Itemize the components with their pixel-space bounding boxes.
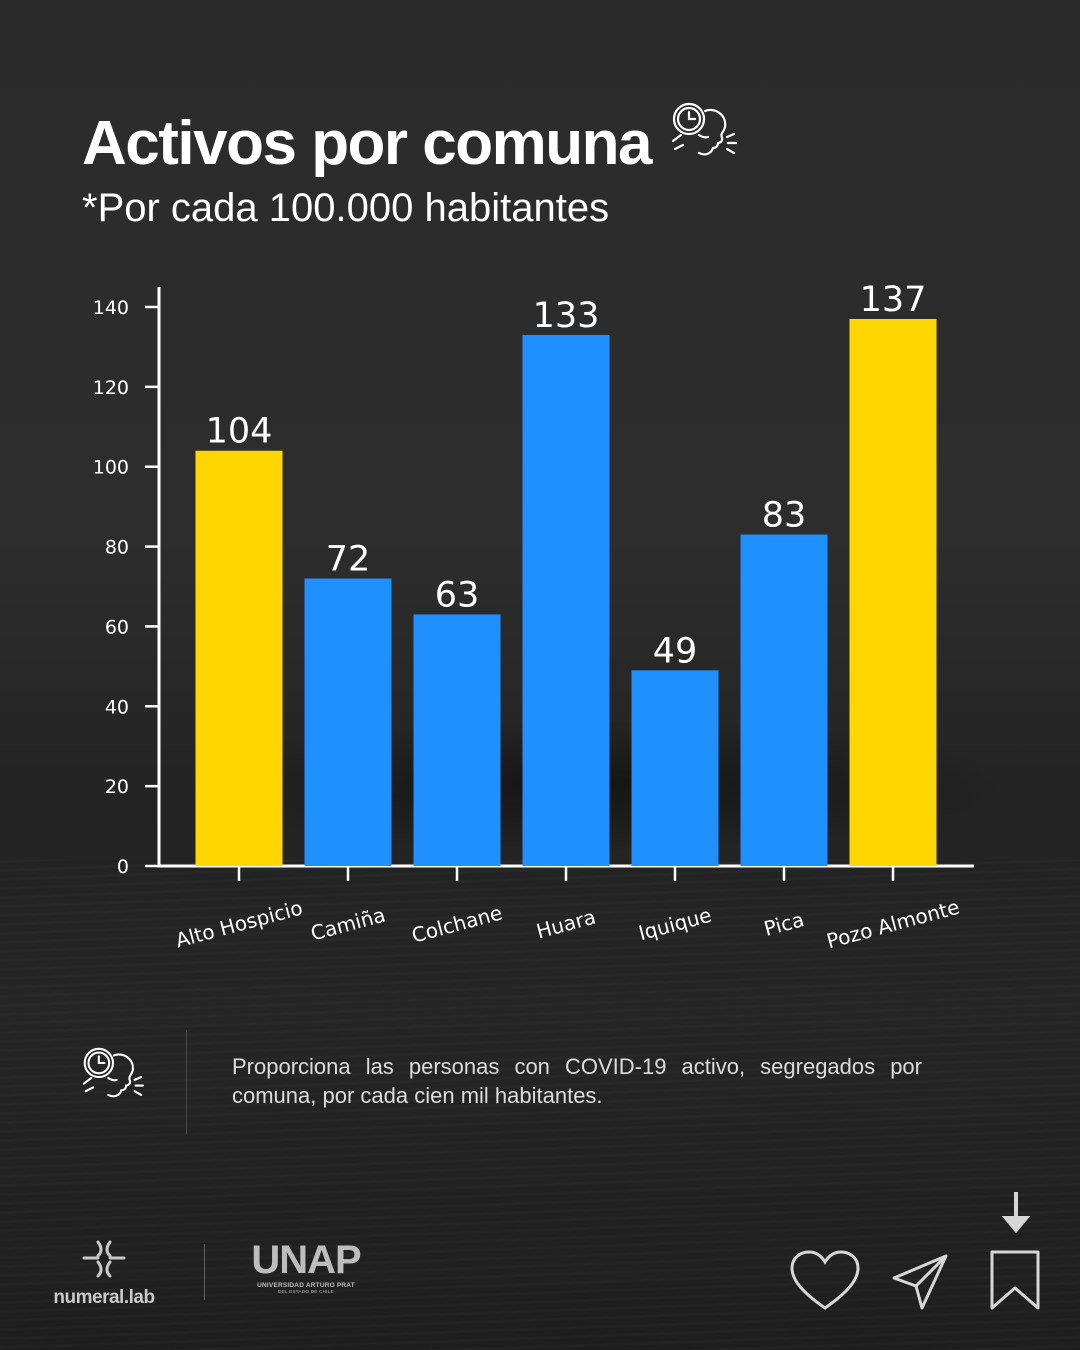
person-clock-cough-icon <box>80 1046 145 1115</box>
title-row: Activos por comuna <box>82 102 738 179</box>
x-tick-label: Iquique <box>636 903 714 945</box>
send-icon[interactable] <box>888 1250 952 1314</box>
bar <box>849 318 937 866</box>
data-label: 137 <box>860 280 927 320</box>
y-tick-label: 120 <box>93 377 129 399</box>
subtitle-number: 100.000 <box>268 186 414 230</box>
brand-divider <box>204 1244 205 1300</box>
unap-subtitle: UNIVERSIDAD ARTURO PRAT <box>257 1282 355 1289</box>
x-tick-label: Huara <box>534 905 599 944</box>
unap-name: UNAP <box>251 1238 361 1282</box>
arrow-down-icon[interactable] <box>1002 1190 1030 1234</box>
x-tick-label: Colchane <box>409 900 505 947</box>
person-clock-cough-icon <box>669 101 738 174</box>
bar <box>195 450 283 866</box>
y-tick-label: 20 <box>105 776 129 798</box>
y-tick-label: 80 <box>105 537 129 559</box>
x-tick-label: Pozo Almonte <box>824 895 962 954</box>
page-title: Activos por comuna <box>82 109 653 178</box>
bar-chart: 0 20 40 60 80 100 120 140 104 Alto Hospicio 72 Cami… <box>93 280 962 954</box>
data-label: 83 <box>762 496 807 536</box>
x-tick-label: Pica <box>761 907 806 941</box>
x-tick-label: Camiña <box>308 903 388 946</box>
data-label: 72 <box>326 540 371 580</box>
bar <box>740 534 828 866</box>
description-text: Proporciona las personas con COVID-19 ac… <box>232 1054 922 1108</box>
bar <box>631 670 719 866</box>
data-label: 63 <box>435 575 480 615</box>
numeral-lab-text: numeral.lab <box>53 1287 155 1308</box>
data-label: 104 <box>206 412 273 452</box>
bar <box>522 334 610 866</box>
y-tick-label: 40 <box>105 696 129 718</box>
data-label: 133 <box>533 296 600 336</box>
heart-icon[interactable] <box>788 1248 862 1314</box>
unap-subtitle-2: DEL ESTADO DE CHILE <box>278 1289 334 1294</box>
description-divider <box>186 1030 187 1134</box>
subtitle-prefix: *Por cada <box>82 186 269 230</box>
subtitle: *Por cada 100.000 habitantes <box>82 186 609 231</box>
background-water <box>0 860 1080 1350</box>
unap-logo: UNAP UNIVERSIDAD ARTURO PRAT DEL ESTADO … <box>250 1240 362 1294</box>
bar <box>304 578 392 866</box>
numeral-lab-logo: numeral.lab <box>48 1238 160 1309</box>
bookmark-icon[interactable] <box>988 1248 1042 1312</box>
bar <box>413 614 501 866</box>
x-tick-label: Alto Hospicio <box>173 896 305 953</box>
y-tick-label: 60 <box>105 616 129 638</box>
subtitle-suffix: habitantes <box>413 186 610 230</box>
y-tick-label: 0 <box>117 856 129 878</box>
data-label: 49 <box>653 631 698 671</box>
numeral-lab-mark-icon <box>82 1240 126 1278</box>
y-tick-label: 100 <box>93 457 129 479</box>
y-tick-label: 140 <box>93 297 129 319</box>
